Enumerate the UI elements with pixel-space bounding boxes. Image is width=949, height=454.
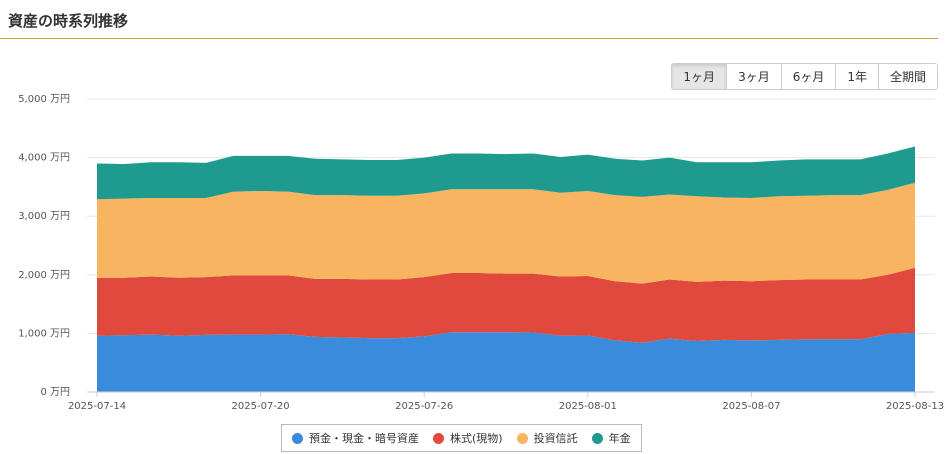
range-button[interactable]: 1年 bbox=[835, 64, 878, 89]
area bbox=[97, 332, 915, 392]
range-button[interactable]: 1ヶ月 bbox=[672, 64, 727, 89]
legend-item: 株式(現物) bbox=[433, 430, 503, 446]
area bbox=[97, 267, 915, 343]
title-rule bbox=[0, 38, 938, 39]
legend-swatch bbox=[591, 432, 603, 444]
y-tick-label: 2,000 万円 bbox=[18, 270, 70, 281]
legend-label: 年金 bbox=[608, 432, 631, 445]
legend-swatch bbox=[433, 432, 444, 444]
range-buttons: 1ヶ月 3ヶ月 6ヶ月 1年 全期間 bbox=[671, 63, 938, 90]
legend-item: 年金 bbox=[591, 430, 631, 446]
x-tick-label: 2025-07-20 bbox=[232, 401, 290, 412]
x-tick-label: 2025-07-14 bbox=[68, 401, 126, 412]
page-title: 資産の時系列推移 bbox=[8, 12, 129, 30]
y-tick-label: 3,000 万円 bbox=[18, 211, 70, 222]
legend-item: 投資信託 bbox=[516, 430, 578, 446]
y-tick-label: 4,000 万円 bbox=[18, 153, 70, 164]
x-tick-label: 2025-07-26 bbox=[395, 401, 453, 412]
x-tick-label: 2025-08-07 bbox=[722, 401, 780, 412]
y-tick-label: 5,000 万円 bbox=[18, 94, 70, 105]
legend-item: 預金・現金・暗号資産 bbox=[292, 430, 419, 446]
y-tick-label: 1,000 万円 bbox=[18, 328, 70, 339]
x-tick-label: 2025-08-13 bbox=[886, 401, 944, 412]
range-button[interactable]: 全期間 bbox=[877, 64, 937, 89]
legend: 預金・現金・暗号資産 株式(現物) 投資信託 年金 bbox=[281, 424, 642, 452]
x-tick-label: 2025-08-01 bbox=[559, 401, 617, 412]
y-tick-label: 0 万円 bbox=[40, 387, 70, 398]
legend-label: 預金・現金・暗号資産 bbox=[309, 432, 419, 445]
area bbox=[97, 146, 915, 200]
legend-swatch bbox=[516, 432, 528, 444]
legend-label: 株式(現物) bbox=[450, 432, 503, 445]
range-button[interactable]: 6ヶ月 bbox=[780, 64, 836, 89]
range-button[interactable]: 3ヶ月 bbox=[726, 64, 781, 89]
legend-label: 投資信託 bbox=[533, 432, 578, 445]
area bbox=[97, 182, 915, 284]
legend-swatch bbox=[292, 432, 303, 444]
